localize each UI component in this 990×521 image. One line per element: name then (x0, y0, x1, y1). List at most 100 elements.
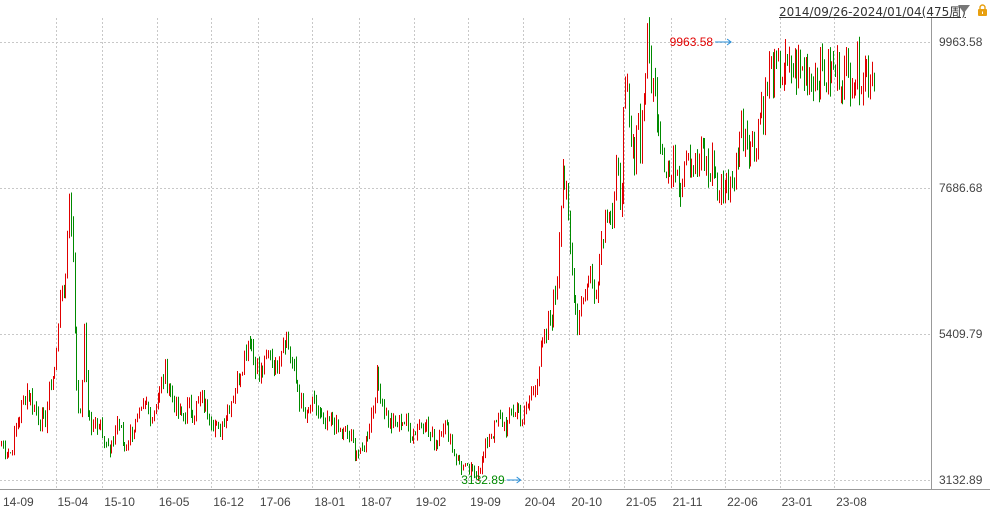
x-tick-label: 21-11 (673, 495, 703, 509)
candle-body (701, 139, 702, 160)
candle-body (747, 133, 748, 143)
candle-body (522, 419, 523, 422)
candle-body (3, 443, 4, 445)
candle-body (251, 346, 252, 348)
candle-body (820, 51, 821, 93)
candle-body (172, 392, 173, 402)
candle-body (826, 82, 827, 84)
candle-body (850, 65, 851, 93)
candle-body (288, 336, 289, 349)
candle-body (331, 416, 332, 422)
x-tick-label: 19-09 (470, 495, 501, 509)
candle-body (412, 437, 413, 439)
candle-body (356, 452, 357, 456)
candle-body (213, 425, 214, 432)
candle-body (679, 169, 680, 190)
candle-body (121, 426, 122, 428)
candle-body (837, 57, 838, 77)
candle-body (364, 449, 365, 452)
candle-body (732, 179, 733, 182)
candle-body (625, 89, 626, 109)
candle-body (191, 398, 192, 413)
candle-body (1, 443, 2, 447)
candle-body (318, 411, 319, 413)
candle-body (796, 59, 797, 86)
candle-body (828, 52, 829, 83)
candle-body (620, 165, 621, 210)
candle-body (207, 400, 208, 417)
candle-body (533, 391, 534, 393)
candle-body (467, 464, 468, 466)
candle-body (84, 329, 85, 381)
candle-body (791, 56, 792, 76)
candle-body (321, 413, 322, 416)
candle-body (43, 412, 44, 415)
candle-body (761, 104, 762, 117)
candle-body (697, 155, 698, 169)
candle-body (119, 419, 120, 427)
candle-body (257, 363, 258, 374)
candle-body (106, 443, 107, 445)
candle-body (504, 422, 505, 427)
candle-body (717, 176, 718, 199)
candle-body (450, 438, 451, 441)
candle-body (773, 60, 774, 90)
candle-body (391, 418, 392, 428)
x-tick-label: 17-06 (260, 495, 291, 509)
candle-body (36, 406, 37, 412)
candle-body (290, 348, 291, 358)
candle-body (358, 452, 359, 454)
candle-body (360, 447, 361, 454)
candle-body (704, 143, 705, 166)
candle-body (616, 163, 617, 201)
y-tick-label: 5409.79 (939, 327, 983, 341)
candle-body (868, 66, 869, 88)
candle-body (231, 401, 232, 412)
candle-body (784, 76, 785, 81)
min-value-label: 3132.89 (461, 473, 505, 487)
candle-body (305, 408, 306, 418)
candle-body (371, 413, 372, 429)
candle-body (91, 416, 92, 430)
candle-body (408, 418, 409, 427)
candle-body (426, 420, 427, 427)
candle-body (53, 377, 54, 388)
candle-body (248, 342, 249, 358)
candle-body (447, 421, 448, 423)
chevron-down-icon[interactable] (957, 2, 971, 16)
candle-body (183, 414, 184, 418)
candle-body (787, 54, 788, 64)
candle-body (152, 417, 153, 421)
x-tick-label: 19-02 (416, 495, 447, 509)
candle-body (277, 361, 278, 370)
candle-body (266, 356, 267, 358)
candle-body (100, 423, 101, 425)
candle-body (598, 284, 599, 297)
candle-body (638, 116, 639, 128)
candle-body (423, 425, 424, 429)
lock-icon[interactable] (977, 4, 988, 16)
candle-body (559, 239, 560, 286)
x-tick-label: 15-10 (104, 495, 135, 509)
candle-body (325, 417, 326, 427)
candle-body (275, 361, 276, 373)
candle-body (270, 353, 271, 357)
candle-body (255, 357, 256, 374)
candle-body (531, 392, 532, 400)
candle-body (844, 61, 845, 93)
candle-body (524, 408, 525, 420)
candle-body (852, 92, 853, 94)
candle-body (390, 418, 391, 426)
candle-body (734, 181, 735, 187)
candle-body (866, 66, 867, 69)
candle-body (782, 80, 783, 84)
candle-body (38, 411, 39, 422)
candle-body (489, 438, 490, 445)
candle-body (511, 409, 512, 411)
date-range-selector[interactable]: 2014/09/26-2024/01/04(475周) (779, 5, 966, 19)
candle-body (539, 366, 540, 381)
candle-body (169, 390, 170, 392)
candle-body (226, 417, 227, 427)
candle-body (811, 73, 812, 77)
candle-body (115, 430, 116, 442)
